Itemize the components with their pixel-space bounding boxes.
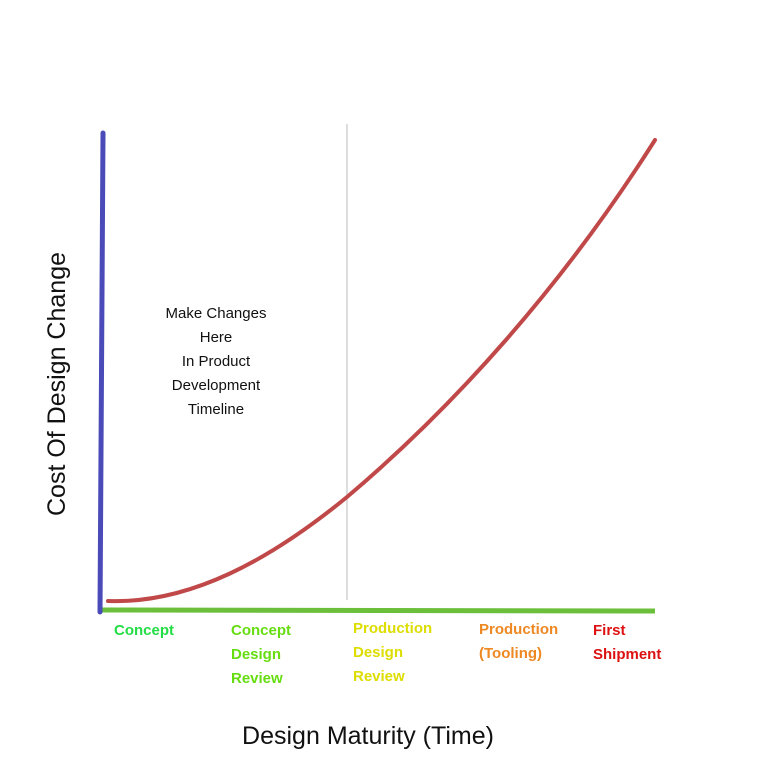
- stage-production-tooling: Production (Tooling): [479, 618, 558, 666]
- annotation-line: In Product: [181, 353, 251, 370]
- stage-production-design-review: Production Design Review: [353, 617, 432, 689]
- annotation-line: Here: [199, 329, 233, 346]
- stage-concept: Concept: [114, 619, 174, 643]
- stage-label-line: Review: [231, 670, 283, 687]
- annotation: Make Changes Here In Product Development…: [140, 302, 292, 422]
- stage-label-line: Production: [353, 620, 433, 637]
- stage-label-line: Concept: [231, 622, 291, 639]
- stage-label-line: (Tooling): [479, 645, 543, 662]
- y-axis-label: Cost Of Design Change: [43, 251, 71, 517]
- y-axis-line: [97, 130, 106, 615]
- stage-first-shipment: First Shipment: [593, 619, 661, 667]
- stage-label-line: Concept: [114, 622, 174, 639]
- annotation-line: Make Changes: [165, 305, 267, 322]
- annotation-line: Timeline: [187, 401, 245, 418]
- stage-label-line: Design: [353, 644, 404, 661]
- x-axis-line: [100, 607, 656, 614]
- cost-curve: [106, 138, 657, 604]
- stage-label-line: Production: [479, 621, 559, 638]
- stage-concept-design-review: Concept Design Review: [231, 619, 291, 691]
- stage-label-line: Review: [353, 668, 405, 685]
- x-axis-label: Design Maturity (Time): [242, 722, 494, 750]
- stage-label-line: First: [593, 622, 626, 639]
- annotation-line: Development: [171, 377, 261, 394]
- stage-label-line: Shipment: [593, 646, 662, 663]
- stage-label-line: Design: [231, 646, 282, 663]
